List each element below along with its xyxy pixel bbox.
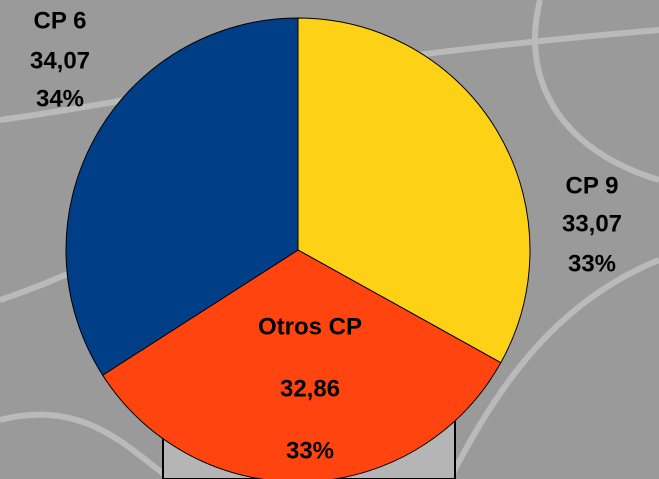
value-label: 33,07 xyxy=(562,210,622,237)
percent-label: 33% xyxy=(286,437,334,464)
value-label: 34,07 xyxy=(30,47,90,74)
slice-label: CP 9 xyxy=(566,172,619,199)
slice-label: Otros CP xyxy=(258,313,362,340)
pie-slice xyxy=(101,249,502,479)
value-label: 32,86 xyxy=(280,375,340,402)
percent-label: 34% xyxy=(36,85,84,112)
pie-slice xyxy=(297,17,531,364)
percent-label: 33% xyxy=(568,250,616,277)
pie-slice xyxy=(65,17,299,376)
slice-label: CP 6 xyxy=(34,7,87,34)
